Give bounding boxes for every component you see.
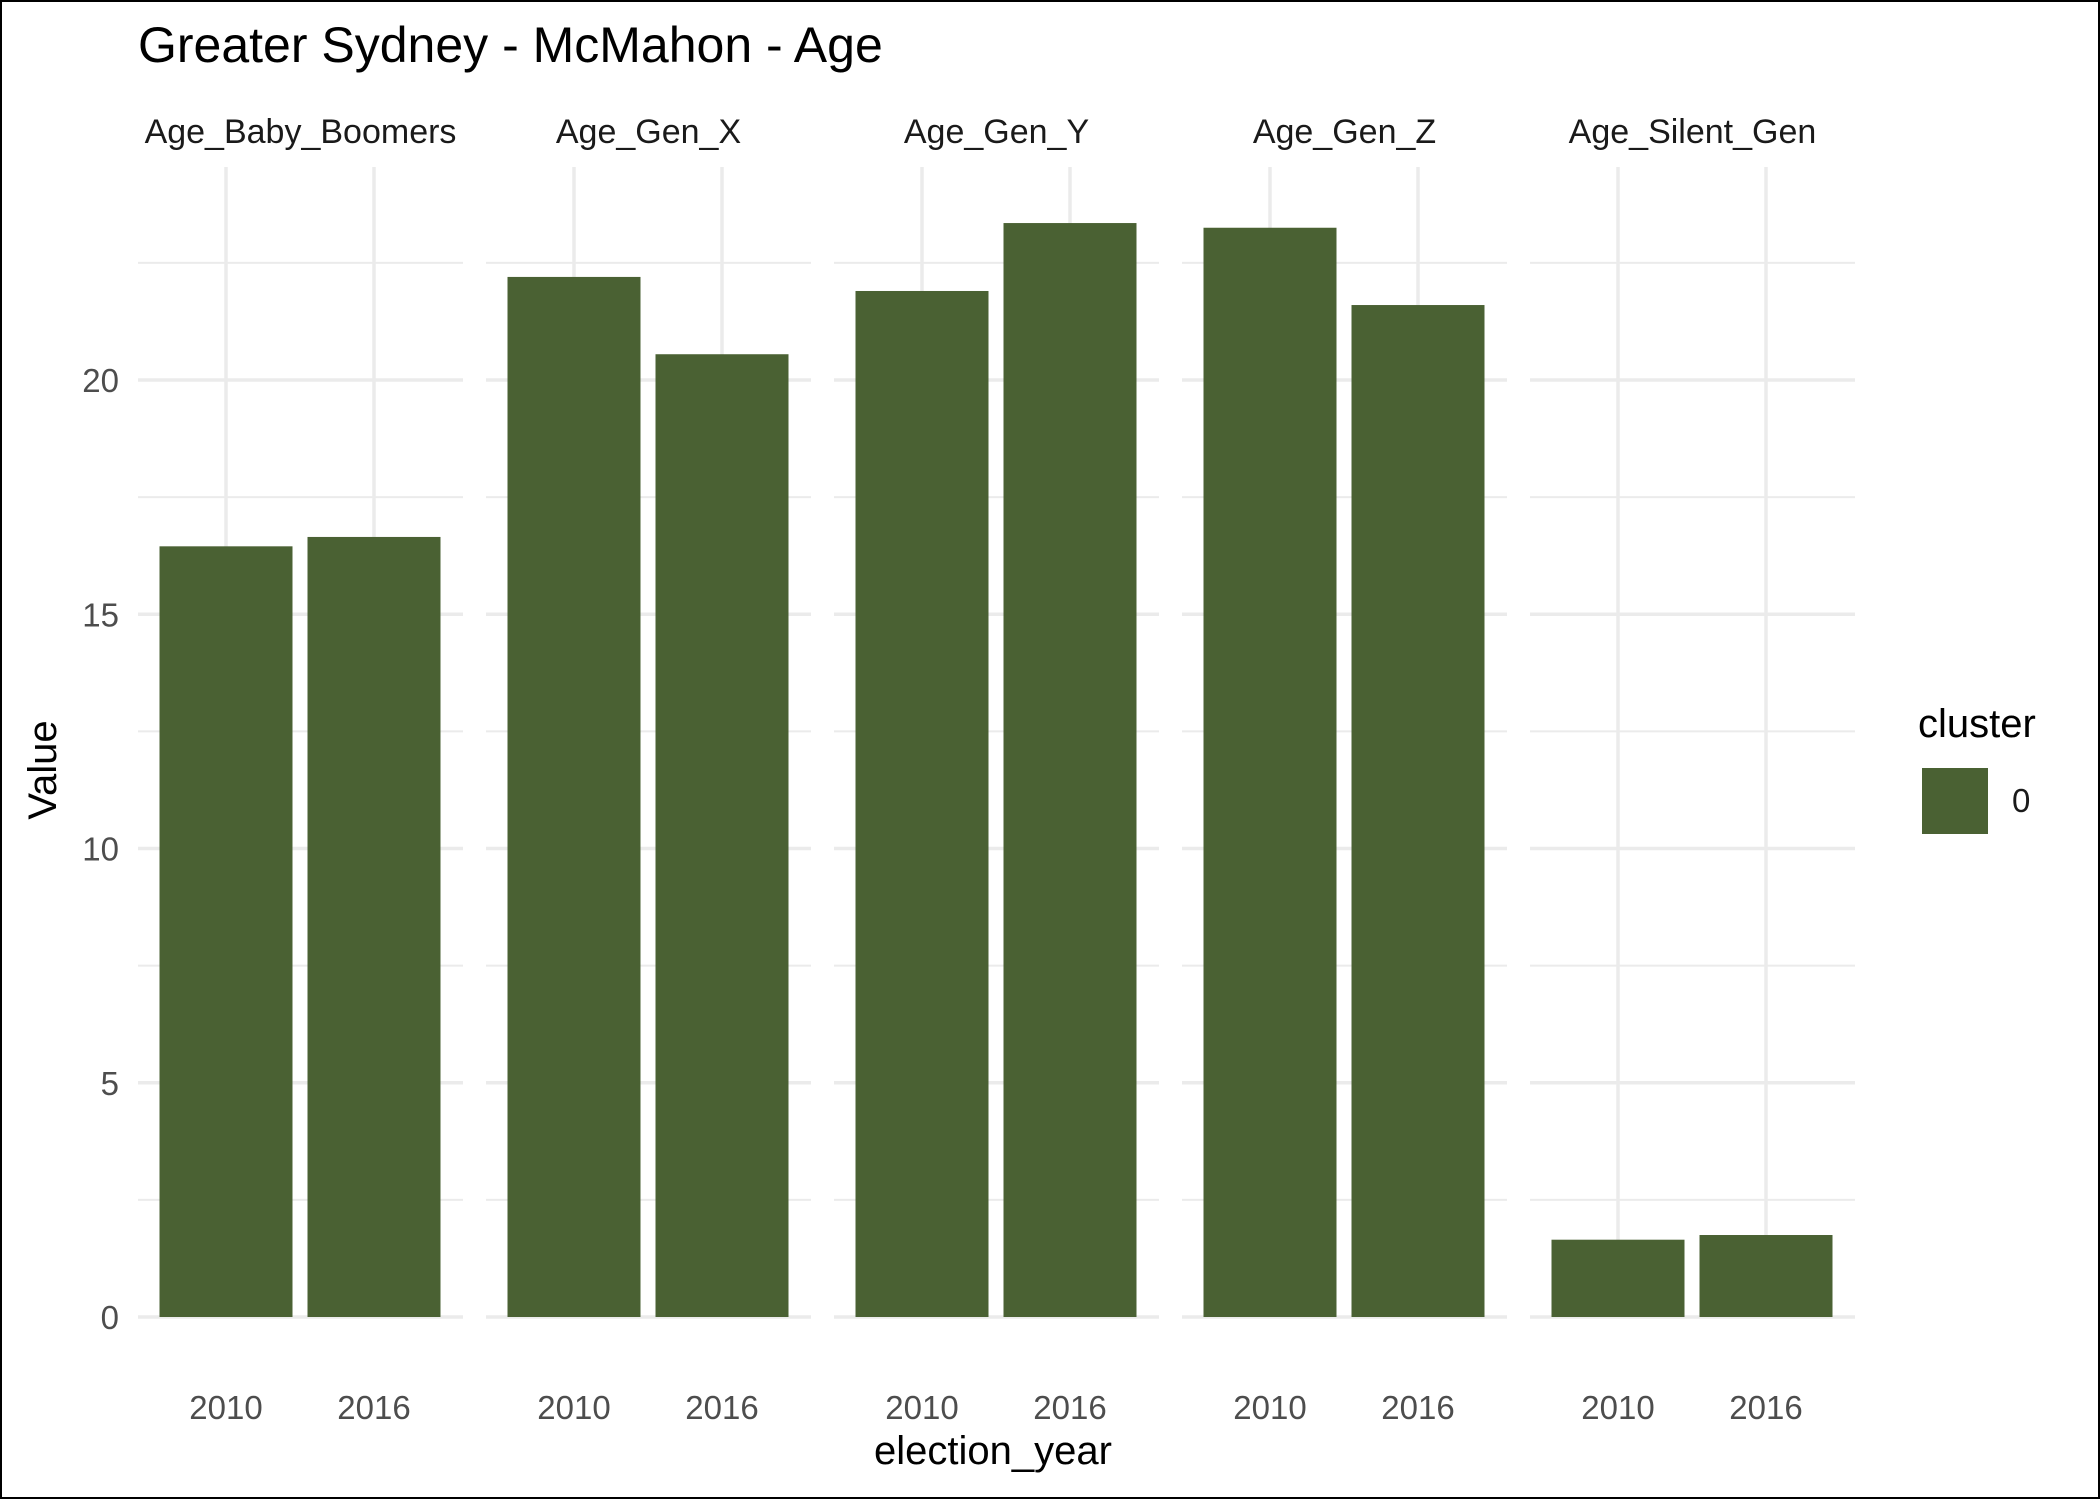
- facet-strip-label: Age_Gen_X: [556, 113, 741, 151]
- legend-label: 0: [2012, 782, 2030, 819]
- y-tick-label: 10: [82, 831, 119, 868]
- bar-age-baby-boomers-2016: [307, 536, 441, 1317]
- legend-title: cluster: [1918, 702, 2036, 746]
- bar-age-gen-z-2010: [1203, 227, 1337, 1317]
- x-tick-label: 2016: [1381, 1389, 1454, 1426]
- chart-title: Greater Sydney - McMahon - Age: [138, 17, 883, 73]
- bar-age-silent-gen-2016: [1699, 1235, 1833, 1317]
- y-tick-label: 5: [101, 1065, 119, 1102]
- facet-strip-label: Age_Gen_Z: [1253, 113, 1436, 151]
- facet-strip-label: Age_Silent_Gen: [1569, 113, 1817, 151]
- facet-strip-label: Age_Baby_Boomers: [145, 113, 457, 151]
- x-tick-label: 2016: [1729, 1389, 1802, 1426]
- facet-panel-age-gen-z: Age_Gen_Z 2010 2016: [1182, 113, 1507, 1426]
- x-axis-title: election_year: [874, 1429, 1112, 1473]
- y-axis: 0 5 10 15 20: [82, 362, 119, 1336]
- y-tick-label: 20: [82, 362, 119, 399]
- legend-key-swatch: [1922, 768, 1988, 834]
- x-tick-label: 2016: [1033, 1389, 1106, 1426]
- x-tick-label: 2016: [685, 1389, 758, 1426]
- bar-age-gen-x-2016: [655, 354, 789, 1317]
- x-tick-label: 2010: [537, 1389, 610, 1426]
- facet-strip-label: Age_Gen_Y: [904, 113, 1089, 151]
- x-tick-label: 2010: [1233, 1389, 1306, 1426]
- bar-age-gen-z-2016: [1351, 305, 1485, 1317]
- x-tick-label: 2016: [337, 1389, 410, 1426]
- facet-panel-age-silent-gen: Age_Silent_Gen 2010 2016: [1530, 113, 1855, 1426]
- bar-age-silent-gen-2010: [1551, 1239, 1685, 1317]
- y-axis-title: Value: [21, 720, 65, 819]
- bar-age-gen-y-2016: [1003, 223, 1137, 1318]
- bar-age-baby-boomers-2010: [159, 546, 293, 1317]
- x-tick-label: 2010: [885, 1389, 958, 1426]
- bar-age-gen-y-2010: [855, 290, 989, 1317]
- y-tick-label: 0: [101, 1299, 119, 1336]
- bar-age-gen-x-2010: [507, 276, 641, 1318]
- facet-panels: Age_Baby_Boomers 2010 2016 Age_Gen_X 2010 201…: [138, 113, 1855, 1426]
- x-tick-label: 2010: [1581, 1389, 1654, 1426]
- facet-panel-age-baby-boomers: Age_Baby_Boomers 2010 2016: [138, 113, 463, 1426]
- facet-panel-age-gen-y: Age_Gen_Y 2010 2016: [834, 113, 1159, 1426]
- x-tick-label: 2010: [189, 1389, 262, 1426]
- facet-panel-age-gen-x: Age_Gen_X 2010 2016: [486, 113, 811, 1426]
- y-tick-label: 15: [82, 596, 119, 633]
- legend: cluster 0: [1918, 702, 2036, 834]
